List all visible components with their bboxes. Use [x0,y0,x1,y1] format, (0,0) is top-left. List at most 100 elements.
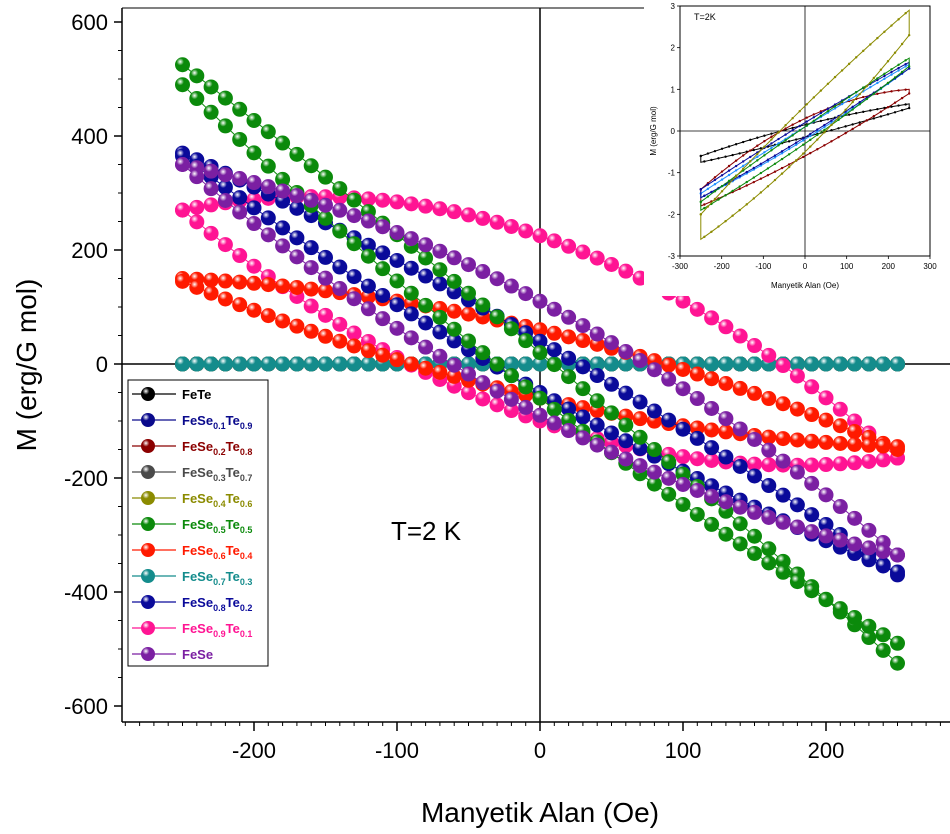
inset-data-point [738,174,741,178]
data-point [275,313,291,329]
inset-data-point [763,151,766,154]
inset-data-point [756,136,759,139]
data-point [804,475,820,491]
data-point [704,488,720,504]
data-point [418,237,434,253]
data-point [318,210,333,226]
data-point [217,356,233,372]
inset-data-point [777,131,780,134]
data-point [875,543,891,559]
data-point [175,57,190,73]
legend-label: FeSe0.7Te0.3 [182,569,252,587]
data-point [561,423,577,439]
data-point [260,356,276,372]
inset-data-point [759,191,763,194]
data-point [718,494,734,510]
data-point [747,385,762,401]
inset-data-point [840,102,844,106]
inset-data-point [756,155,759,159]
inset-x-tick-label: 200 [882,262,896,271]
inset-data-point [837,127,840,130]
inset-data-point [780,166,784,170]
inset-data-point [844,131,847,135]
data-point [389,252,405,268]
data-point [489,309,505,325]
inset-data-point [858,123,861,126]
inset-data-point [710,190,713,194]
data-point [546,233,562,249]
inset-data-point [699,213,703,216]
data-point [604,376,619,392]
data-point [832,499,848,515]
inset-data-point [727,164,731,168]
inset-data-point [826,109,830,113]
data-point [875,452,891,468]
inset-data-point [897,18,900,21]
inset-data-point [823,125,826,129]
data-point [375,192,391,208]
inset-data-point [770,149,773,152]
data-point [503,321,519,337]
data-point [875,642,891,658]
data-point [618,263,634,279]
data-point [775,564,791,580]
y-tick-label: 400 [71,124,108,149]
data-point [503,368,519,384]
data-point [360,301,376,317]
data-point [246,112,262,128]
inset-data-point [897,89,900,92]
data-point [203,285,219,301]
data-point [318,283,333,299]
data-point [360,191,376,207]
inset-data-point [784,124,787,127]
inset-data-point [904,12,907,15]
inset-data-point [847,95,851,99]
data-point [318,356,333,372]
data-point [446,273,462,289]
inset-data-point [720,190,724,193]
inset-data-point [727,145,731,148]
inset-data-point [710,158,713,162]
inset-data-point [830,129,833,132]
inset-data-point [847,113,851,116]
data-point [418,297,434,313]
inset-data-point [805,120,808,123]
data-point [804,379,820,395]
legend: FeTeFeSe0.1Te0.9FeSe0.2Te0.8FeSe0.3Te0.7… [127,379,269,667]
inset-data-point [773,154,777,157]
data-point [532,356,548,372]
data-point [260,158,276,174]
data-point [704,371,720,387]
data-point [704,440,720,456]
inset-data-point [907,67,911,70]
x-tick-label: -100 [375,738,419,763]
inset-data-point [734,164,738,168]
inset-data-point [890,68,893,71]
inset-data-point [703,194,706,197]
legend-label-sub: 0.3 [240,577,253,587]
data-point [332,316,348,332]
inset-data-point [872,114,876,118]
data-point [818,412,834,428]
data-point [804,457,820,473]
data-point [203,163,219,179]
inset-data-point [812,116,816,119]
inset-data-point [809,132,812,136]
inset-data-point [819,110,823,113]
inset-data-point [720,178,724,181]
data-point [532,293,548,309]
data-point [332,356,348,372]
data-point [890,356,905,372]
inset-data-point [809,138,812,142]
inset-data-point [890,24,893,27]
inset-data-point [823,131,826,134]
inset-data-point [699,154,703,158]
legend-label-sub: 0.3 [213,473,226,483]
inset-data-point [847,62,851,66]
data-point [618,385,634,401]
data-point [303,298,319,314]
data-point [217,291,233,307]
data-point [232,274,248,290]
inset-data-point [706,205,710,208]
legend-marker [141,569,155,583]
